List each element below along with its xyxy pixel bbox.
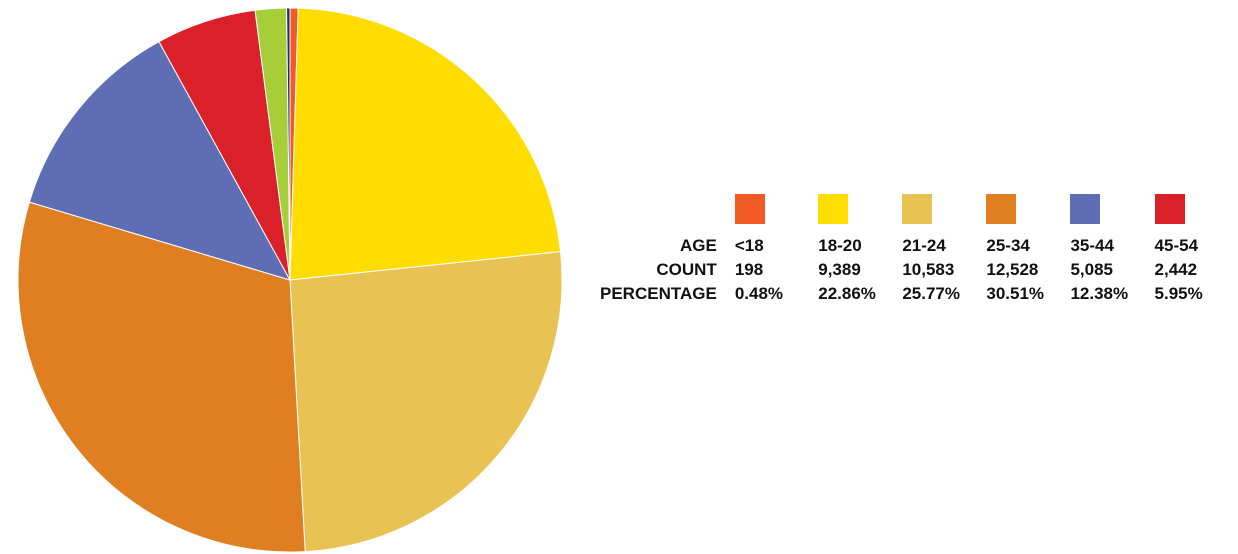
age-label: <18 (734, 236, 764, 255)
age-label: 35-44 (1070, 236, 1114, 255)
count-row-label: COUNT (656, 260, 717, 279)
legend-swatch-45-54 (1154, 194, 1185, 224)
legend-age-row: AGE <18 18-20 21-24 25-34 35-44 45-54 (600, 234, 1238, 258)
percentage-value: 25.77% (902, 284, 960, 303)
age-label: 45-54 (1154, 236, 1199, 255)
legend-swatch-under-18 (734, 194, 765, 224)
count-value: 10,583 (902, 260, 955, 279)
legend-percentage-row: PERCENTAGE 0.48% 22.86% 25.77% 30.51% 12… (600, 282, 1238, 306)
legend-swatch-25-34 (986, 194, 1017, 224)
pie-slice-35-44 (28, 40, 292, 281)
count-value: 198 (734, 260, 764, 279)
pie-slice-18-20 (289, 7, 562, 281)
percentage-value: 12.38% (1070, 284, 1129, 303)
count-value: 5,085 (1070, 260, 1114, 279)
legend-swatch-21-24 (902, 194, 933, 224)
pie-slice-21-24 (289, 251, 563, 553)
legend-table: AGE <18 18-20 21-24 25-34 35-44 45-54 CO… (600, 194, 1238, 306)
pie-slice-other-2 (286, 7, 291, 281)
pie-slice-25-34 (17, 201, 306, 553)
count-value: 2,442 (1154, 260, 1198, 279)
legend-count-row: COUNT 198 9,389 10,583 12,528 5,085 2,44… (600, 258, 1238, 282)
age-row-label: AGE (679, 236, 717, 255)
legend-swatch-35-44 (1070, 194, 1101, 224)
legend-swatch-18-20 (818, 194, 849, 224)
count-value: 12,528 (986, 260, 1039, 279)
pie-chart (17, 7, 563, 553)
percentage-value: 22.86% (818, 284, 876, 303)
percentage-value: 0.48% (734, 284, 784, 303)
percentage-row-label: PERCENTAGE (600, 284, 717, 303)
percentage-value: 5.95% (1154, 284, 1203, 303)
count-value: 9,389 (818, 260, 861, 279)
legend-swatch-row (600, 194, 1238, 234)
age-label: 18-20 (818, 236, 862, 255)
age-label: 21-24 (902, 236, 946, 255)
age-label: 25-34 (986, 236, 1030, 255)
percentage-value: 30.51% (986, 284, 1045, 303)
